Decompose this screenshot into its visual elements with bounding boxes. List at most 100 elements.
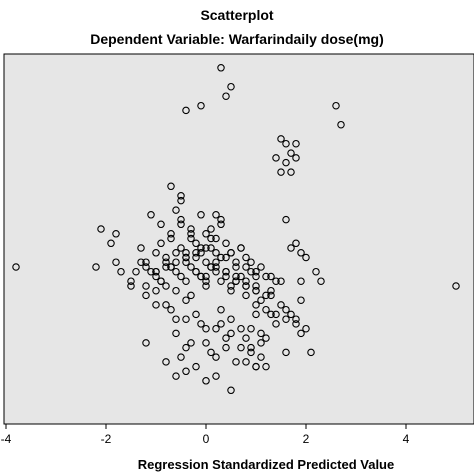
data-point — [262, 291, 270, 300]
chart-subtitle: Dependent Variable: Warfarindaily dose(m… — [90, 31, 384, 47]
data-point — [202, 230, 210, 238]
data-point — [212, 258, 220, 266]
data-point — [172, 249, 180, 257]
data-points — [12, 64, 460, 395]
data-point — [177, 353, 185, 361]
data-point — [217, 220, 225, 229]
data-point — [202, 282, 210, 290]
data-point — [167, 230, 175, 238]
data-point — [162, 258, 170, 266]
data-point — [132, 267, 140, 276]
data-point — [152, 249, 160, 257]
data-point — [162, 253, 170, 262]
data-point — [262, 305, 270, 314]
data-point — [142, 282, 150, 290]
data-point — [242, 291, 250, 300]
data-point — [182, 367, 190, 376]
data-point — [232, 272, 240, 281]
data-point — [157, 239, 165, 248]
data-point — [222, 92, 230, 100]
data-point — [232, 277, 240, 285]
x-tick-label: 0 — [203, 432, 210, 446]
data-point — [152, 272, 160, 281]
data-point — [12, 263, 20, 271]
data-point — [112, 230, 120, 238]
data-point — [292, 139, 300, 148]
data-point — [212, 353, 220, 361]
data-point — [262, 272, 270, 281]
data-point — [167, 263, 175, 271]
data-point — [212, 372, 220, 380]
data-point — [242, 282, 250, 290]
data-point — [177, 215, 185, 224]
data-point — [117, 267, 125, 276]
data-point — [162, 358, 170, 366]
data-point — [222, 343, 230, 352]
data-point — [212, 249, 220, 257]
data-point — [172, 267, 180, 276]
data-point — [287, 149, 295, 157]
data-point — [177, 196, 185, 205]
data-point — [182, 277, 190, 285]
data-point — [187, 291, 195, 300]
data-point — [297, 329, 305, 338]
data-point — [217, 64, 225, 72]
data-point — [197, 249, 205, 257]
data-point — [192, 239, 200, 248]
data-point — [192, 253, 200, 262]
data-point — [257, 353, 265, 361]
data-point — [292, 239, 300, 248]
data-point — [257, 339, 265, 347]
data-point — [237, 244, 245, 252]
data-point — [247, 324, 255, 333]
data-point — [142, 263, 150, 271]
data-point — [277, 277, 285, 285]
data-point — [307, 348, 315, 357]
data-point — [137, 258, 145, 266]
data-point — [142, 291, 150, 300]
data-point — [127, 277, 135, 285]
data-point — [187, 263, 195, 271]
data-point — [242, 358, 250, 366]
data-point — [262, 334, 270, 342]
data-point — [137, 244, 145, 252]
data-point — [302, 324, 310, 333]
data-point — [187, 225, 195, 233]
data-point — [202, 377, 210, 385]
data-point — [197, 101, 205, 110]
data-point — [182, 258, 190, 266]
data-point — [337, 120, 345, 129]
data-point — [182, 315, 190, 323]
data-point — [282, 158, 290, 167]
data-point — [227, 82, 235, 91]
data-point — [227, 329, 235, 338]
data-point — [217, 320, 225, 328]
data-point — [272, 320, 280, 328]
data-point — [202, 272, 210, 281]
data-point — [287, 244, 295, 252]
data-point — [222, 267, 230, 276]
data-point — [217, 305, 225, 314]
data-point — [207, 234, 215, 243]
data-point — [227, 315, 235, 323]
data-point — [197, 272, 205, 281]
data-point — [247, 348, 255, 357]
data-point — [247, 343, 255, 352]
x-axis-ticks: -4 -2 0 2 4 — [1, 424, 410, 446]
data-point — [317, 277, 325, 285]
data-point — [252, 286, 260, 295]
data-point — [177, 244, 185, 252]
data-point — [207, 225, 215, 233]
data-point — [162, 282, 170, 290]
data-point — [272, 277, 280, 285]
data-point — [287, 168, 295, 176]
plot-area — [3, 53, 474, 425]
data-point — [267, 272, 275, 281]
data-point — [202, 244, 210, 252]
data-point — [217, 253, 225, 262]
data-point — [227, 282, 235, 290]
data-point — [242, 334, 250, 342]
data-point — [192, 249, 200, 257]
data-point — [292, 154, 300, 162]
